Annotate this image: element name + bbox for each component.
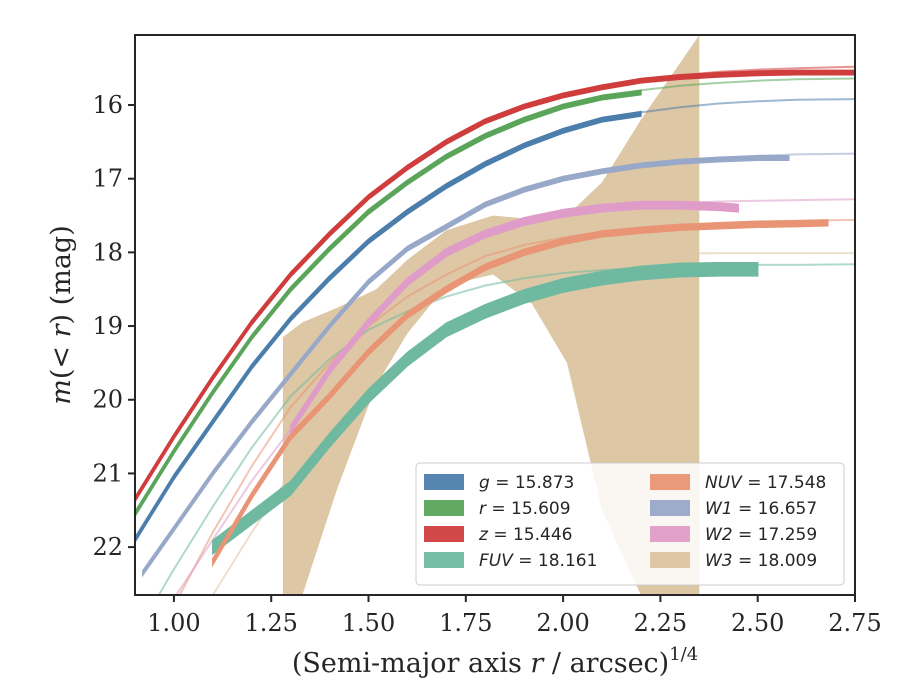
series-w2-line (289, 200, 739, 436)
y-tick-label: 19 (92, 312, 123, 340)
series-z-line (135, 69, 855, 503)
legend-item-g: g = 15.873 (424, 473, 574, 493)
legend: g = 15.873 r = 15.609 z = 15.446 FUV = 18.1… (415, 462, 845, 586)
x-tick-label: 2.75 (828, 609, 881, 637)
legend-swatch (424, 500, 464, 516)
series-w1-line (142, 155, 790, 578)
legend-swatch (424, 552, 464, 568)
legend-swatch (424, 474, 464, 490)
y-tick-label: 22 (92, 533, 123, 561)
y-axis-label: m(< r) (mag) (46, 225, 77, 404)
legend-swatch (650, 526, 690, 542)
y-tick-label: 16 (92, 91, 123, 119)
series-w3-model (211, 252, 855, 595)
series-g-line (135, 110, 642, 544)
series-r-line (135, 89, 642, 518)
legend-item-w2: W2 = 17.259 (650, 525, 817, 545)
legend-item-fuv: FUV = 18.161 (424, 551, 597, 571)
x-axis: 1.00 1.25 1.50 1.75 2.00 2.25 2.50 2.75 (147, 595, 882, 637)
series-w3-band (282, 35, 700, 595)
series-r-model (135, 77, 855, 515)
legend-label: W1 = 16.657 (705, 499, 817, 519)
x-axis-label: (Semi-major axis r / arcsec)1/4 (292, 644, 698, 679)
x-tick-label: 1.50 (342, 609, 395, 637)
legend-item-z: z = 15.446 (424, 525, 572, 545)
x-tick-label: 1.75 (439, 609, 492, 637)
legend-swatch (650, 500, 690, 516)
legend-label: NUV = 17.548 (705, 473, 826, 493)
legend-item-r: r = 15.609 (424, 499, 571, 519)
legend-label: g = 15.873 (479, 473, 574, 493)
y-tick-label: 21 (92, 459, 123, 487)
plot-frame (134, 34, 856, 596)
series-fuv-line (212, 261, 759, 556)
legend-swatch (650, 474, 690, 490)
y-tick-label: 20 (92, 386, 123, 414)
legend-box (415, 462, 845, 586)
y-tick-label: 18 (92, 238, 123, 266)
y-axis: 16 17 18 19 20 21 22 (92, 91, 135, 561)
x-tick-label: 1.00 (147, 609, 200, 637)
legend-label: W2 = 17.259 (705, 525, 817, 545)
legend-label: W3 = 18.009 (705, 551, 817, 571)
y-tick-label: 17 (92, 165, 123, 193)
data-layer (135, 35, 855, 595)
series-nuv-line (212, 219, 829, 568)
legend-swatch (424, 526, 464, 542)
x-tick-label: 2.00 (536, 609, 589, 637)
x-tick-label: 1.25 (244, 609, 297, 637)
legend-item-w3: W3 = 18.009 (650, 551, 817, 571)
legend-label: FUV = 18.161 (479, 551, 597, 571)
x-tick-label: 2.50 (731, 609, 784, 637)
legend-swatch (650, 552, 690, 568)
legend-item-w1: W1 = 16.657 (650, 499, 817, 519)
legend-label: r = 15.609 (479, 499, 571, 519)
x-tick-label: 2.25 (634, 609, 687, 637)
legend-label: z = 15.446 (478, 525, 572, 545)
legend-item-nuv: NUV = 17.548 (650, 473, 826, 493)
